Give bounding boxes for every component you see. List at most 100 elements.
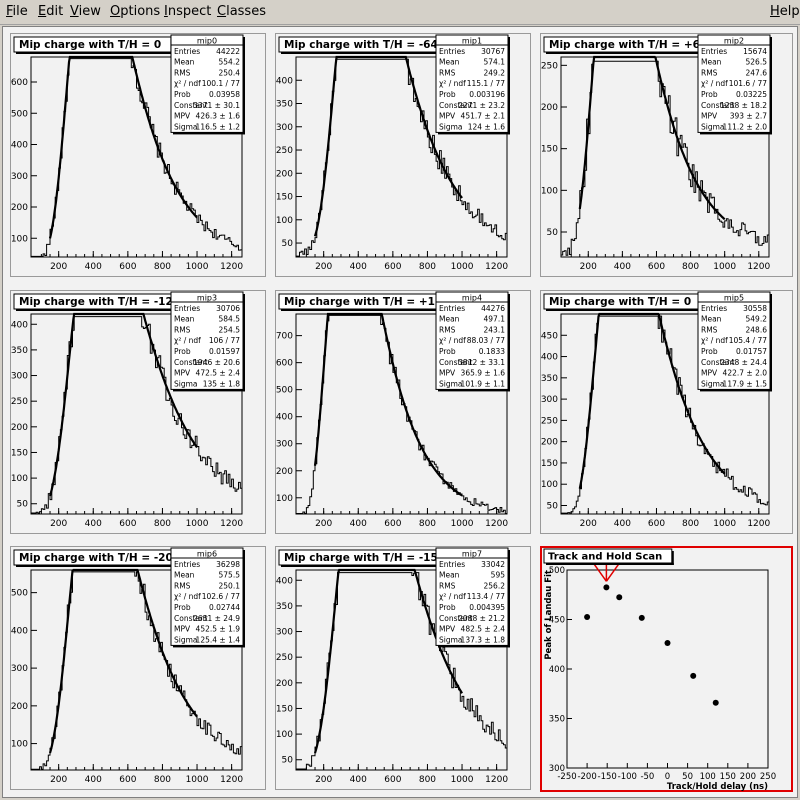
- x-tick-label: -150: [598, 772, 617, 782]
- menu-options[interactable]: Options: [110, 4, 161, 19]
- stats-label: Mean: [174, 58, 195, 67]
- pad-mip7[interactable]: 200 400 600 800 1000 1200 50 100 150 200 250 300 350…: [275, 546, 531, 790]
- stats-value: 249.2: [484, 68, 506, 77]
- stats-value: 256.2: [484, 581, 506, 590]
- plot-title: Mip charge with T/H = +64 ns: [549, 39, 725, 51]
- x-tick-label: 200: [580, 262, 597, 272]
- y-tick-label: 150: [276, 193, 293, 203]
- stats-value: 595: [491, 571, 506, 580]
- stats-shadow: [508, 294, 510, 392]
- pad-mip5[interactable]: 200 400 600 800 1000 1200 50 100 150 200 250 300 350…: [540, 290, 793, 534]
- data-point: [584, 614, 591, 621]
- x-tick-label: 400: [85, 775, 102, 785]
- menu-view[interactable]: View: [70, 4, 101, 19]
- menu-help[interactable]: Help: [770, 4, 800, 19]
- y-tick-label: 400: [276, 576, 293, 586]
- y-tick-label: 150: [11, 448, 28, 458]
- y-tick-label: 200: [276, 169, 293, 179]
- data-point: [603, 584, 610, 591]
- title-shadow: [16, 52, 173, 54]
- stats-label: Entries: [701, 304, 727, 313]
- stats-label: Sigma: [701, 379, 725, 388]
- stats-value: 30767: [481, 47, 505, 56]
- stats-value: 451.7 ± 2.1: [461, 112, 506, 121]
- y-tick-label: 400: [276, 76, 293, 86]
- stats-name: mip5: [724, 294, 744, 303]
- stats-label: χ² / ndf: [174, 79, 201, 88]
- stats-box: [435, 547, 509, 646]
- y-tick-label: 250: [276, 653, 293, 663]
- pad-mip6[interactable]: 200 400 600 800 1000 1200 100 200 300 400 500 Mip c…: [10, 546, 266, 790]
- pad-mip2[interactable]: 200 400 600 800 1000 1200 50 100 150 200 250 Mip ch…: [540, 33, 793, 277]
- x-tick-label: 200: [740, 772, 756, 782]
- menu-edit[interactable]: Edit: [38, 4, 64, 19]
- y-tick-label: 300: [541, 395, 558, 405]
- stats-name: mip4: [462, 294, 482, 303]
- stats-label: RMS: [439, 68, 456, 77]
- stats-value: 2651 ± 24.9: [193, 614, 240, 623]
- y-tick-label: 200: [276, 679, 293, 689]
- menu-classes[interactable]: Classes: [217, 4, 266, 19]
- stats-label: χ² / ndf: [439, 336, 466, 345]
- y-tick-label: 300: [276, 628, 293, 638]
- x-tick-label: 50: [682, 772, 693, 782]
- x-tick-label: 250: [760, 772, 776, 782]
- x-tick-label: 400: [614, 519, 631, 529]
- stats-value: 115.1 / 77: [467, 79, 506, 88]
- stats-label: RMS: [439, 581, 456, 590]
- y-tick-label: 200: [541, 438, 558, 448]
- x-tick-label: 600: [648, 519, 665, 529]
- y-tick-label: 200: [11, 702, 28, 712]
- y-tick-label: 450: [541, 331, 558, 341]
- x-tick-label: 1000: [451, 775, 474, 785]
- stats-value: 393 ± 2.7: [730, 112, 768, 121]
- stats-name: mip0: [197, 37, 217, 46]
- x-tick-label: 400: [350, 775, 367, 785]
- y-tick-label: 450: [549, 616, 565, 626]
- stats-shadow: [770, 294, 772, 392]
- y-tick-label: 300: [11, 172, 28, 182]
- plot-title: Track and Hold Scan: [548, 552, 662, 563]
- x-tick-label: 800: [154, 262, 171, 272]
- stats-value: 106 / 77: [209, 336, 240, 345]
- stats-label: MPV: [701, 369, 718, 378]
- selected-pad-frame: [540, 546, 793, 792]
- pad-thscan[interactable]: -250 -200 -150 -100 -50 0 50 100 150 200 250 300 350…: [540, 546, 793, 792]
- stats-label: Constant: [701, 358, 735, 367]
- menu-inspect[interactable]: Inspect: [164, 4, 212, 19]
- stats-value: 105.4 / 77: [729, 336, 768, 345]
- stats-label: Entries: [439, 47, 465, 56]
- stats-label: Mean: [439, 58, 460, 67]
- root-canvas[interactable]: 200 400 600 800 1000 1200 100 200 300 400 500 600 Mi…: [2, 26, 798, 798]
- stats-label: Prob: [701, 90, 718, 99]
- x-tick-label: 800: [419, 519, 436, 529]
- stats-box: [435, 34, 509, 133]
- title-shadow: [546, 563, 674, 565]
- stats-label: Constant: [439, 614, 473, 623]
- stats-value: 100.1 / 77: [202, 79, 241, 88]
- x-tick-label: 200: [580, 519, 597, 529]
- stats-label: MPV: [174, 112, 191, 121]
- x-tick-label: -250: [557, 772, 576, 782]
- pad-mip4[interactable]: 200 400 600 800 1000 1200 100 200 300 400 500 600 70…: [275, 290, 531, 534]
- x-tick-label: 1200: [485, 262, 508, 272]
- y-tick-label: 350: [541, 374, 558, 384]
- fit-curve: [578, 55, 726, 221]
- stats-label: Mean: [701, 58, 722, 67]
- stats-value: 254.5: [219, 325, 241, 334]
- title-shadow: [671, 551, 674, 565]
- stats-value: 0.03225: [736, 90, 767, 99]
- pad-mip0[interactable]: 200 400 600 800 1000 1200 100 200 300 400 500 600 Mi…: [10, 33, 266, 277]
- title-shadow: [16, 309, 211, 311]
- stats-value: 15674: [743, 47, 767, 56]
- y-tick-label: 150: [541, 145, 558, 155]
- y-tick-label: 200: [11, 203, 28, 213]
- pad-mip3[interactable]: 200 400 600 800 1000 1200 50 100 150 200 250 300 350…: [10, 290, 266, 534]
- x-tick-label: 1200: [747, 519, 770, 529]
- menu-file[interactable]: File: [6, 4, 28, 19]
- x-tick-label: 600: [119, 262, 136, 272]
- stats-value: 3371 ± 30.1: [193, 101, 240, 110]
- y-tick-label: 150: [276, 704, 293, 714]
- stats-label: MPV: [439, 112, 456, 121]
- pad-mip1[interactable]: 200 400 600 800 1000 1200 50 100 150 200 250 300 350…: [275, 33, 531, 277]
